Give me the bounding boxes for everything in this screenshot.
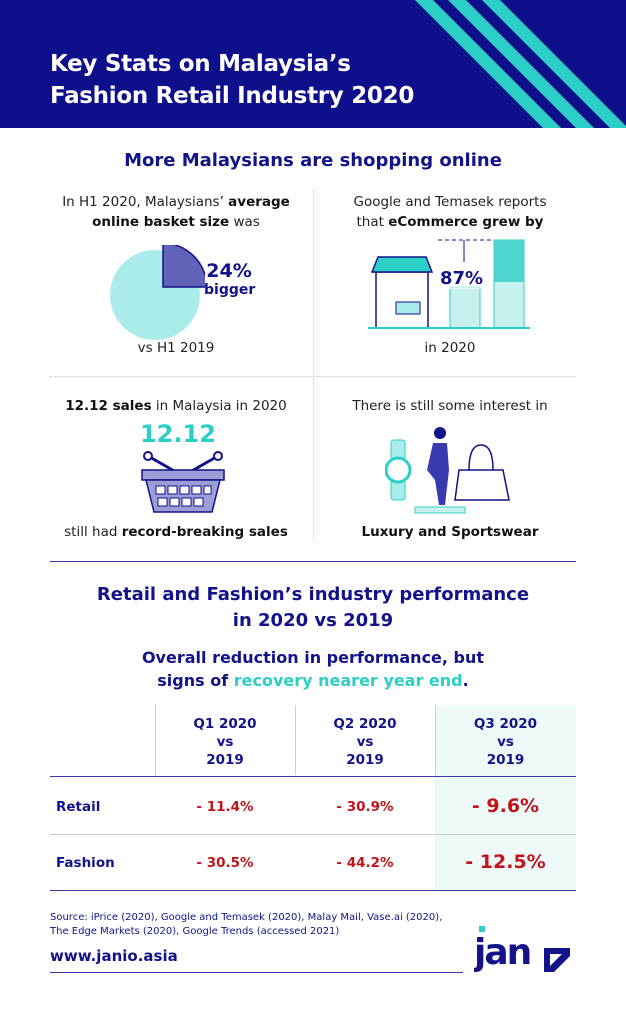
title-line-1: Key Stats on Malaysia’s bbox=[50, 51, 351, 77]
bar-2019 bbox=[449, 286, 481, 329]
interest-foot: Luxury and Sportswear bbox=[361, 524, 539, 540]
col-header-q3: Q3 2020 vs 2019 bbox=[473, 716, 538, 768]
yoga-figure-icon bbox=[434, 427, 446, 439]
ecommerce-text: Google and Temasek reports that eCommerce… bbox=[353, 194, 547, 230]
section-divider bbox=[50, 561, 576, 562]
basket-stat: 24% bigger bbox=[204, 260, 256, 298]
page-title: Key Stats on Malaysia’s Fashion Retail I… bbox=[50, 48, 414, 112]
section2-title: Retail and Fashion’s industry performanc… bbox=[96, 584, 530, 631]
website-link[interactable]: www.janio.asia bbox=[50, 947, 178, 965]
ecommerce-stat: 87% bbox=[440, 268, 484, 289]
q3-highlight bbox=[435, 705, 576, 890]
header-banner: Key Stats on Malaysia’s Fashion Retail I… bbox=[0, 0, 626, 128]
cell-fashion-q1: - 30.5% bbox=[196, 855, 254, 871]
title-line-2: Fashion Retail Industry 2020 bbox=[50, 83, 415, 109]
sales-badge: 12.12 bbox=[140, 420, 216, 448]
basket-foot: vs H1 2019 bbox=[137, 340, 215, 356]
stripes-decoration bbox=[415, 0, 626, 128]
cell-retail-q1: - 11.4% bbox=[196, 799, 254, 815]
sales-text: 12.12 sales in Malaysia in 2020 bbox=[65, 398, 287, 414]
section1-title: More Malaysians are shopping online bbox=[124, 150, 502, 171]
luxury-sportswear-icon bbox=[385, 427, 510, 514]
pie-chart-icon bbox=[110, 245, 205, 340]
sales-foot: still had record-breaking sales bbox=[64, 524, 288, 540]
ecommerce-foot: in 2020 bbox=[424, 340, 476, 356]
footer-line bbox=[50, 972, 463, 973]
shopping-basket-icon bbox=[141, 451, 225, 513]
janio-logo: jan bbox=[474, 924, 574, 976]
source-text: Source: iPrice (2020), Google and Temase… bbox=[50, 912, 443, 937]
svg-text:jan: jan bbox=[474, 932, 530, 973]
divider-vertical bbox=[313, 190, 314, 540]
performance-table: Q1 2020 vs 2019 Q2 2020 vs 2019 Q3 2020 vs 201… bbox=[50, 705, 576, 891]
cell-fashion-q2: - 44.2% bbox=[336, 855, 394, 871]
row-label-fashion: Fashion bbox=[56, 855, 115, 871]
col-header-q2: Q2 2020 vs 2019 bbox=[333, 716, 397, 768]
interest-text: There is still some interest in bbox=[352, 398, 548, 414]
store-icon bbox=[375, 271, 429, 329]
section2-subtitle: Overall reduction in performance, but si… bbox=[141, 648, 485, 690]
divider-horizontal bbox=[50, 376, 576, 377]
cell-retail-q3: - 9.6% bbox=[471, 795, 540, 817]
basket-size-text: In H1 2020, Malaysians’ average online ba… bbox=[62, 194, 290, 230]
store-growth-icon bbox=[368, 239, 530, 329]
cell-fashion-q3: - 12.5% bbox=[465, 851, 546, 873]
col-header-q1: Q1 2020 vs 2019 bbox=[193, 716, 257, 768]
cell-retail-q2: - 30.9% bbox=[336, 799, 394, 815]
pie-slice-24 bbox=[162, 245, 205, 288]
row-label-retail: Retail bbox=[56, 799, 101, 815]
handbag-icon bbox=[454, 469, 510, 501]
